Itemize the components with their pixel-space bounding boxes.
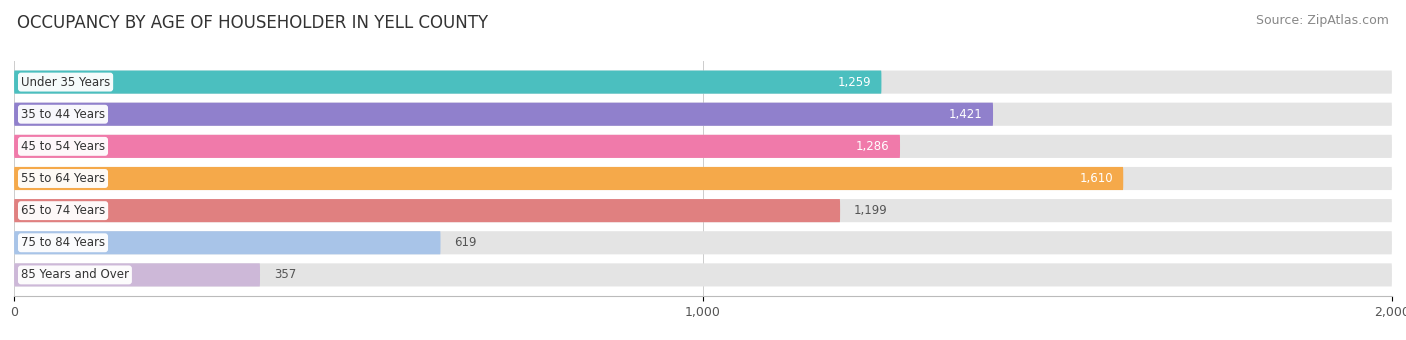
FancyBboxPatch shape bbox=[14, 70, 1392, 94]
FancyBboxPatch shape bbox=[14, 135, 1392, 158]
FancyBboxPatch shape bbox=[14, 199, 1392, 222]
Text: 85 Years and Over: 85 Years and Over bbox=[21, 268, 129, 282]
Text: 35 to 44 Years: 35 to 44 Years bbox=[21, 108, 105, 121]
FancyBboxPatch shape bbox=[14, 167, 1123, 190]
FancyBboxPatch shape bbox=[14, 135, 900, 158]
FancyBboxPatch shape bbox=[14, 264, 260, 287]
Text: Under 35 Years: Under 35 Years bbox=[21, 75, 110, 89]
Text: 357: 357 bbox=[274, 268, 297, 282]
Text: 1,421: 1,421 bbox=[949, 108, 983, 121]
Text: 1,286: 1,286 bbox=[856, 140, 890, 153]
Text: 619: 619 bbox=[454, 236, 477, 249]
FancyBboxPatch shape bbox=[14, 103, 1392, 126]
FancyBboxPatch shape bbox=[14, 199, 841, 222]
Text: 1,259: 1,259 bbox=[838, 75, 872, 89]
Text: 1,610: 1,610 bbox=[1080, 172, 1114, 185]
FancyBboxPatch shape bbox=[14, 231, 440, 254]
FancyBboxPatch shape bbox=[14, 264, 1392, 287]
FancyBboxPatch shape bbox=[14, 103, 993, 126]
FancyBboxPatch shape bbox=[14, 231, 1392, 254]
Text: 75 to 84 Years: 75 to 84 Years bbox=[21, 236, 105, 249]
FancyBboxPatch shape bbox=[14, 70, 882, 94]
Text: 1,199: 1,199 bbox=[853, 204, 887, 217]
Text: 55 to 64 Years: 55 to 64 Years bbox=[21, 172, 105, 185]
Text: 45 to 54 Years: 45 to 54 Years bbox=[21, 140, 105, 153]
Text: Source: ZipAtlas.com: Source: ZipAtlas.com bbox=[1256, 14, 1389, 27]
FancyBboxPatch shape bbox=[14, 167, 1392, 190]
Text: 65 to 74 Years: 65 to 74 Years bbox=[21, 204, 105, 217]
Text: OCCUPANCY BY AGE OF HOUSEHOLDER IN YELL COUNTY: OCCUPANCY BY AGE OF HOUSEHOLDER IN YELL … bbox=[17, 14, 488, 32]
